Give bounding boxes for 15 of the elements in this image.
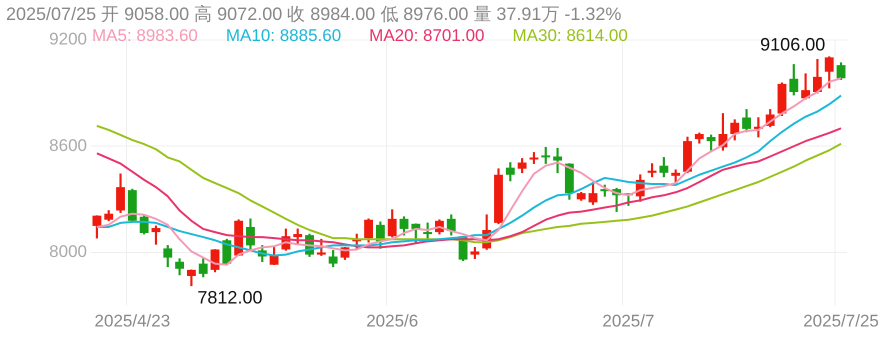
y-tick-label: 9200 <box>49 30 87 49</box>
chart-title: 2025/07/25 开 9058.00 高 9072.00 收 8984.00 低 8976.00 量 37.91万 -1.32% <box>6 3 622 26</box>
y-tick-label: 8000 <box>49 242 87 262</box>
x-tick-label: 2025/7 <box>602 311 654 330</box>
x-tick-label: 2025/4/23 <box>94 311 170 330</box>
text: MA20: 8701.00 <box>369 26 484 46</box>
text: MA5: 8983.60 <box>92 26 198 46</box>
y-tick-label: 8600 <box>49 136 87 155</box>
annotation: 9106.00 <box>760 34 826 55</box>
text: MA30: 8614.00 <box>512 26 628 46</box>
candlestick <box>541 146 550 164</box>
annotation: 7812.00 <box>197 288 262 308</box>
x-tick-label: 2025/7/25 <box>803 311 879 330</box>
text: MA10: 8885.60 <box>226 26 342 46</box>
x-tick-label: 2025/6 <box>366 311 418 330</box>
